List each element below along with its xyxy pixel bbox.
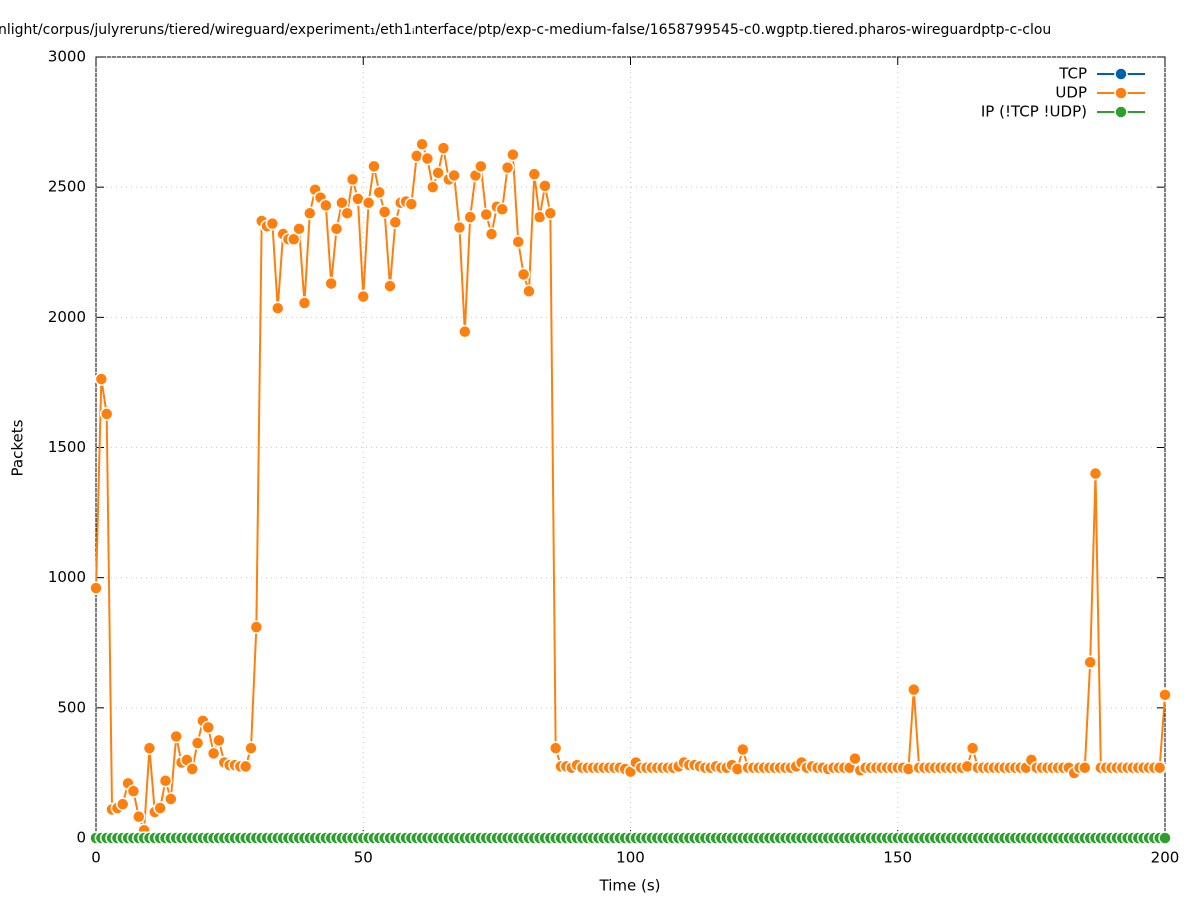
data-point (297, 296, 312, 310)
data-point (324, 276, 338, 291)
data-point (1078, 760, 1092, 775)
data-point (265, 216, 280, 231)
x-tick-label: 150 (883, 849, 912, 867)
data-point (319, 198, 333, 213)
data-point (383, 279, 397, 293)
y-tick-label: 1000 (48, 568, 86, 586)
data-point (479, 207, 493, 222)
data-point (415, 137, 429, 151)
data-point (206, 746, 221, 761)
data-point (126, 784, 141, 798)
data-point (484, 227, 499, 241)
legend-label: TCP (1058, 65, 1087, 83)
data-point (511, 235, 526, 249)
data-point (1088, 466, 1103, 481)
data-point (463, 210, 477, 224)
data-point (115, 797, 130, 811)
data-point (1152, 760, 1167, 775)
data-point (735, 742, 750, 757)
data-point (1158, 831, 1172, 845)
legend-marker (1114, 86, 1128, 100)
data-point (249, 620, 264, 634)
data-point (340, 206, 354, 220)
data-point (89, 581, 103, 595)
data-point (212, 733, 226, 748)
data-point (142, 741, 157, 755)
data-point (303, 206, 317, 220)
data-point (201, 720, 215, 735)
data-point (543, 206, 558, 220)
data-point (1158, 688, 1172, 702)
x-tick-label: 0 (91, 849, 101, 867)
data-point (431, 166, 445, 180)
data-point (99, 407, 114, 421)
data-point (238, 759, 253, 774)
y-tick-label: 2500 (48, 178, 86, 196)
data-point (185, 762, 199, 776)
legend-marker (1114, 105, 1128, 119)
chart-title: nlight/corpus/julyreruns/tiered/wireguar… (0, 22, 1051, 38)
data-point (548, 741, 563, 755)
x-tick-label: 50 (354, 849, 373, 867)
y-axis-label: Packets (9, 419, 27, 476)
y-tick-label: 1500 (48, 438, 86, 456)
y-tick-label: 0 (76, 829, 86, 847)
data-point (169, 729, 183, 744)
data-point (244, 741, 258, 755)
data-point (506, 147, 520, 162)
data-point (361, 196, 376, 210)
data-point (965, 741, 980, 755)
data-point (335, 196, 349, 210)
data-point (495, 202, 509, 217)
y-tick-label: 500 (57, 698, 86, 716)
data-point (527, 167, 542, 181)
data-point (164, 792, 178, 806)
data-point (425, 180, 440, 194)
data-point (1083, 655, 1097, 670)
data-point (94, 372, 109, 386)
data-point (458, 324, 472, 339)
legend-label: IP (!TCP !UDP) (981, 103, 1087, 121)
data-point (287, 232, 301, 246)
data-point (907, 682, 921, 697)
data-point (292, 222, 306, 236)
data-point (420, 151, 435, 166)
x-tick-label: 100 (616, 849, 645, 867)
data-point (436, 141, 451, 155)
data-point (190, 736, 205, 750)
y-tick-label: 2000 (48, 308, 86, 326)
data-point (372, 185, 387, 200)
data-point (345, 172, 360, 187)
data-point (158, 773, 173, 788)
data-point (367, 159, 381, 174)
x-tick-label: 200 (1151, 849, 1180, 867)
data-point (522, 284, 536, 299)
data-point (153, 801, 167, 815)
data-point (356, 289, 370, 304)
data-point (452, 220, 467, 235)
data-point (404, 197, 419, 211)
x-axis-label: Time (s) (599, 877, 661, 895)
data-point (388, 215, 403, 230)
legend-marker (1114, 67, 1128, 81)
data-point (447, 168, 461, 183)
data-point (132, 809, 146, 824)
data-point (377, 205, 392, 219)
data-point (474, 159, 488, 174)
data-point (500, 160, 515, 175)
legend-label: UDP (1055, 84, 1087, 102)
data-point (516, 267, 531, 282)
data-point (270, 301, 285, 315)
data-point (329, 222, 344, 236)
y-tick-label: 3000 (48, 48, 86, 66)
data-point (848, 751, 862, 766)
data-point (538, 179, 552, 193)
